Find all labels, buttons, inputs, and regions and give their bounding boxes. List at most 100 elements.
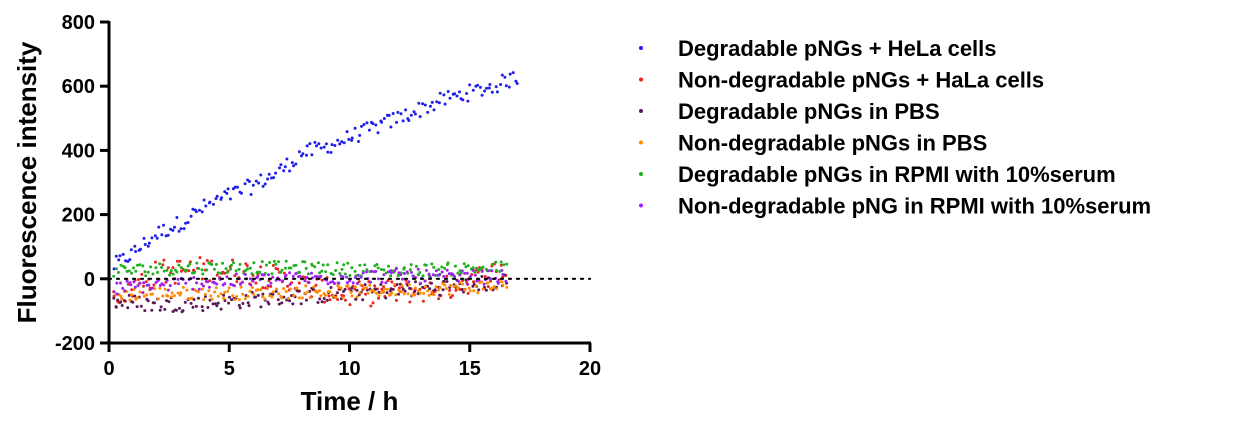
series-3-point (441, 288, 445, 292)
series-4-point (339, 286, 343, 290)
series-2-point (454, 288, 458, 292)
series-3-point (433, 288, 437, 292)
series-6-point (370, 269, 373, 273)
series-4-point (454, 284, 458, 288)
series-4-point (456, 286, 460, 290)
series-3-point (201, 309, 205, 313)
series-5-point (195, 261, 199, 265)
series-1-point (305, 153, 308, 157)
series-1-point (395, 120, 398, 124)
series-3-point (288, 299, 291, 303)
series-1-point (208, 200, 212, 204)
y-tick-label: 800 (62, 12, 95, 34)
series-6-point (380, 280, 384, 284)
series-4-point (437, 288, 441, 292)
series-5-point (471, 266, 475, 270)
series-1-point (124, 259, 128, 263)
series-4-point (286, 296, 290, 300)
series-5-point (232, 261, 235, 265)
series-1-point (128, 258, 132, 262)
series-5-point (216, 271, 220, 275)
series-4-point (304, 284, 308, 288)
series-5-point (458, 269, 462, 273)
series-6-point (215, 282, 219, 286)
series-1-point (426, 110, 430, 114)
series-5-point (505, 262, 509, 266)
series-4-point (447, 292, 451, 296)
series-6-point (453, 275, 457, 279)
series-4-point (346, 285, 350, 288)
series-6-point (326, 282, 330, 286)
series-6-point (411, 274, 415, 278)
series-6-point (156, 279, 160, 283)
series-1-point (214, 197, 218, 201)
series-3-point (282, 295, 286, 299)
y-tick-label: 200 (62, 205, 95, 227)
series-4-point (282, 287, 286, 291)
series-6-point (447, 272, 451, 276)
series-5-point (490, 262, 494, 266)
series-3-point (484, 288, 488, 292)
series-4-point (406, 292, 410, 296)
series-5-point (440, 265, 444, 269)
series-1-point (283, 165, 287, 169)
series-1-point (483, 89, 487, 93)
series-2-point (449, 296, 453, 299)
series-4-point (179, 291, 183, 295)
series-4-point (337, 285, 341, 289)
axis-ticks: 0 5 10 15 20 -200 0 200 400 600 800 (55, 12, 601, 380)
series-4-point (142, 294, 146, 298)
series-1-point (333, 144, 337, 147)
series-3-point (464, 278, 468, 282)
series-4-point (216, 294, 220, 298)
series-4-point (444, 287, 448, 291)
series-4-point (172, 294, 176, 298)
series-6-point (480, 269, 484, 273)
series-4-point (263, 297, 267, 301)
series-5-point (475, 266, 479, 270)
series-5-point (248, 266, 252, 270)
series-3-point (165, 299, 168, 303)
legend-marker (639, 172, 643, 176)
series-3-point (299, 302, 303, 306)
series-1-point (322, 145, 326, 149)
series-6-point (291, 274, 295, 278)
series-5-point (252, 261, 256, 265)
series-1-point (300, 154, 303, 158)
series-5-point (294, 263, 298, 267)
series-1-point (487, 86, 491, 90)
series-4-point (207, 289, 211, 293)
series-4-point (120, 297, 124, 301)
series-2-point (466, 291, 470, 295)
series-6-point (115, 281, 119, 285)
series-5-point (171, 272, 175, 276)
series-1-point (121, 252, 125, 256)
legend-marker (639, 203, 643, 208)
series-6-point (445, 268, 449, 272)
series-5-point (379, 268, 383, 271)
series-4-point (235, 295, 238, 299)
series-1-point (143, 243, 147, 246)
series-4-point (223, 290, 227, 294)
series-5-point (165, 268, 169, 272)
series-6-point (129, 283, 133, 287)
series-6-point (466, 282, 470, 286)
series-4-point (227, 286, 231, 290)
series-4-point (349, 290, 353, 294)
series-1-point (194, 210, 198, 214)
series-1-point (182, 227, 186, 231)
series-3-point (430, 281, 433, 285)
series-5-point (334, 269, 338, 272)
series-3-point (163, 307, 167, 311)
series-6-point (238, 282, 242, 286)
series-4-point (394, 293, 398, 297)
series-1-point (324, 142, 328, 146)
series-6-point (409, 270, 413, 274)
series-3-point (335, 291, 339, 295)
series-3-point (146, 299, 150, 303)
series-5-point (130, 271, 134, 275)
series-1-point (308, 142, 312, 146)
series-4-point (239, 285, 243, 289)
series-4-point (156, 297, 160, 301)
series-5-point (437, 268, 441, 271)
